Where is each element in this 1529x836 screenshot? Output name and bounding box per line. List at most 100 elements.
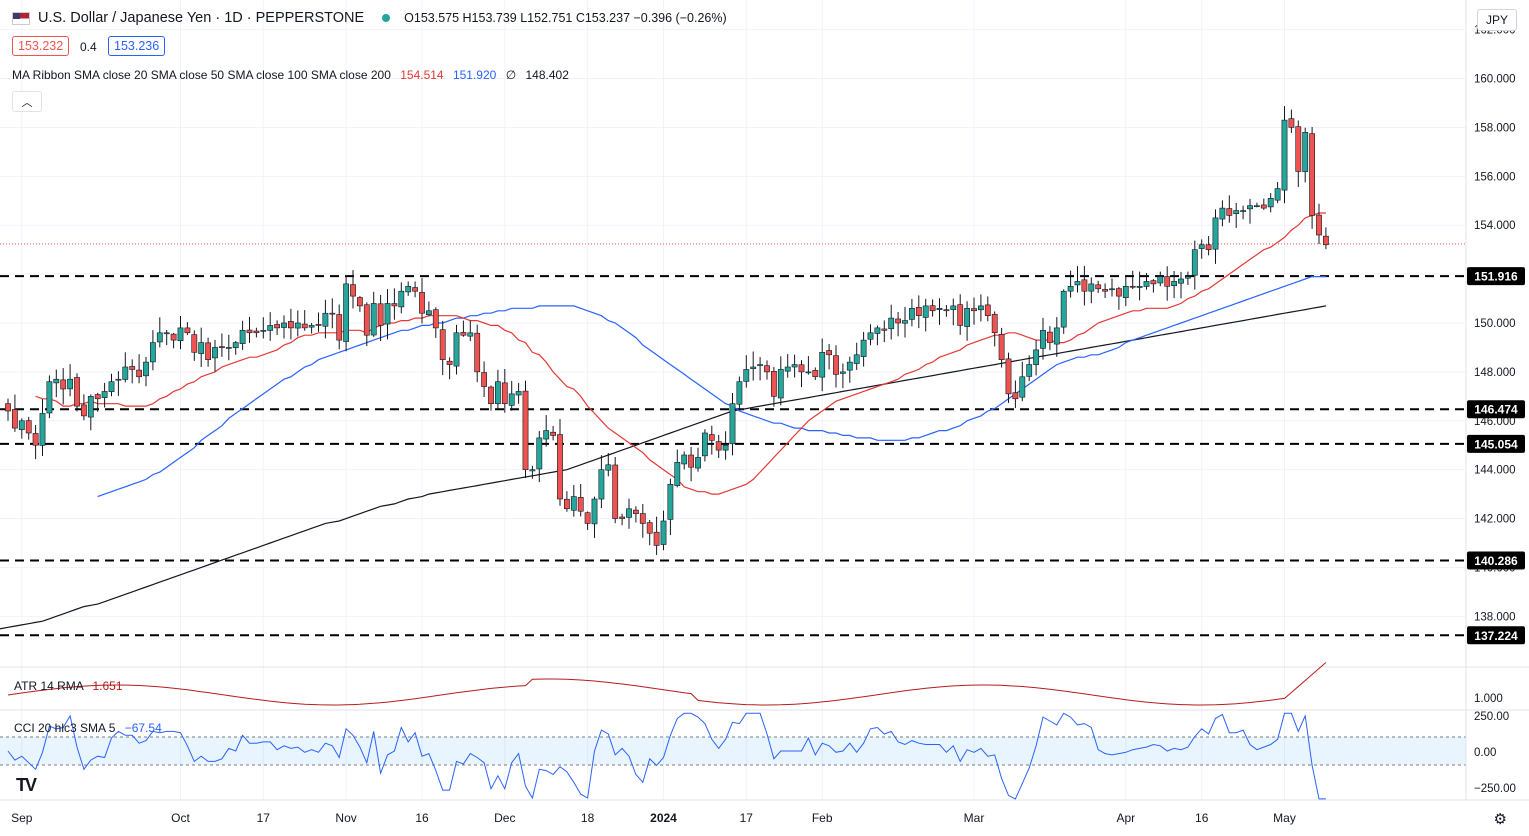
candle-body: [1212, 217, 1219, 250]
candle-body: [667, 484, 674, 520]
candle-body: [1205, 244, 1212, 250]
cci-legend[interactable]: CCI 20 hlc3 SMA 5 −67.54: [14, 721, 162, 735]
candle-body: [1254, 205, 1260, 207]
symbol-title[interactable]: U.S. Dollar / Japanese Yen · 1D · PEPPER…: [38, 10, 365, 26]
y-tick-label: 146.000: [1474, 416, 1516, 428]
sma20-value: 154.514: [400, 68, 444, 82]
candle-body: [129, 366, 136, 370]
atr-line: [7, 662, 1327, 706]
candle-body: [315, 324, 322, 326]
candle-body: [619, 516, 625, 519]
candle-body: [563, 498, 570, 510]
cci-label: CCI 20 hlc3 SMA 5: [14, 721, 116, 735]
candle-body: [246, 329, 253, 334]
x-tick-label: Mar: [964, 811, 985, 825]
candle-body: [846, 361, 853, 371]
candle-body: [384, 303, 391, 325]
ma-ribbon-legend[interactable]: MA Ribbon SMA close 20 SMA close 50 SMA …: [12, 68, 569, 82]
candle-body: [287, 321, 294, 329]
candle-body: [529, 469, 536, 472]
candle-body: [467, 332, 474, 337]
sma200-value: 148.402: [525, 68, 569, 82]
candle-body: [1226, 208, 1233, 216]
x-axis-labels: Sep Oct 17 Nov 16 Dec 18 2024 17 Feb Mar Apr 16 May: [11, 811, 1296, 825]
candle-body: [363, 304, 370, 336]
candle-body: [826, 350, 832, 356]
candle-body: [336, 314, 343, 341]
candle-body: [805, 371, 812, 374]
candle-body: [1171, 281, 1177, 286]
y-tick-label: 138.000: [1474, 611, 1516, 623]
y-tick-label: 144.000: [1474, 465, 1516, 477]
sell-button[interactable]: 153.232: [12, 36, 70, 56]
candle-body: [87, 396, 94, 418]
x-tick-label: Dec: [494, 811, 515, 825]
level-label-box: [1467, 267, 1525, 286]
candle-body: [833, 355, 839, 375]
sma20-line: [35, 212, 1326, 495]
candle-body: [950, 305, 957, 310]
candle-body: [53, 378, 60, 384]
candle-body: [1267, 198, 1274, 208]
candle-body: [681, 454, 688, 465]
candle-body: [1012, 392, 1019, 400]
candle-body: [494, 381, 501, 404]
candle-body: [412, 287, 418, 292]
candle-body: [764, 365, 770, 373]
candle-body: [632, 509, 639, 514]
level-label: 146.474: [1474, 403, 1518, 417]
atr-legend[interactable]: ATR 14 RMA 1.651: [14, 679, 123, 693]
currency-selector[interactable]: JPY: [1476, 9, 1517, 31]
candle-body: [177, 327, 184, 342]
spread-value: 0.4: [80, 40, 97, 54]
tradingview-logo[interactable]: TV: [16, 775, 37, 795]
ohlc-readout: O153.575 H153.739 L152.751 C153.237 −0.3…: [404, 11, 727, 25]
candle-body: [432, 309, 439, 329]
candle-body: [122, 366, 129, 380]
candle-body: [81, 404, 87, 417]
level-label: 151.916: [1474, 270, 1518, 284]
candle-body: [543, 430, 550, 440]
candle-body: [488, 386, 494, 404]
y-tick-label: 150.000: [1474, 318, 1516, 330]
sma50-value: 151.920: [452, 68, 497, 82]
x-tick-label: Oct: [171, 811, 190, 825]
candle-body: [170, 333, 177, 341]
candle-body: [460, 332, 467, 336]
candle-body: [322, 312, 329, 327]
candle-body: [1067, 286, 1074, 292]
candle-body: [481, 372, 487, 387]
y-tick-label: 154.000: [1474, 220, 1516, 232]
candle-body: [1157, 276, 1164, 284]
candle-body: [743, 369, 750, 382]
candle-body: [888, 317, 895, 330]
candle-body: [536, 437, 543, 470]
candle-body: [1150, 280, 1157, 285]
buy-button[interactable]: 153.236: [108, 36, 166, 56]
candle-body: [1247, 205, 1253, 210]
candle-body: [1088, 283, 1095, 292]
candle-body: [750, 366, 757, 369]
candle-body: [626, 508, 632, 518]
candle-body: [784, 366, 791, 372]
candle-body: [1033, 349, 1039, 365]
candle-body: [688, 454, 694, 468]
candle-body: [1178, 278, 1184, 284]
gear-icon[interactable]: ⚙: [1493, 811, 1507, 828]
candle-body: [515, 391, 522, 396]
candle-body: [1109, 288, 1115, 291]
collapse-legend-button[interactable]: ︿: [12, 91, 42, 112]
candle-body: [922, 305, 929, 318]
candle-body: [1164, 276, 1171, 287]
candle-body: [991, 314, 998, 334]
y-tick-label: 160.000: [1474, 74, 1516, 86]
candle-body: [370, 303, 377, 336]
candle-body: [839, 371, 846, 374]
candle-body: [522, 390, 529, 470]
atr-axis-label: 1.000: [1474, 693, 1503, 705]
candle-body: [232, 342, 239, 349]
candle-body: [1233, 210, 1240, 215]
level-label-box: [1467, 551, 1525, 570]
candle-body: [867, 332, 874, 340]
